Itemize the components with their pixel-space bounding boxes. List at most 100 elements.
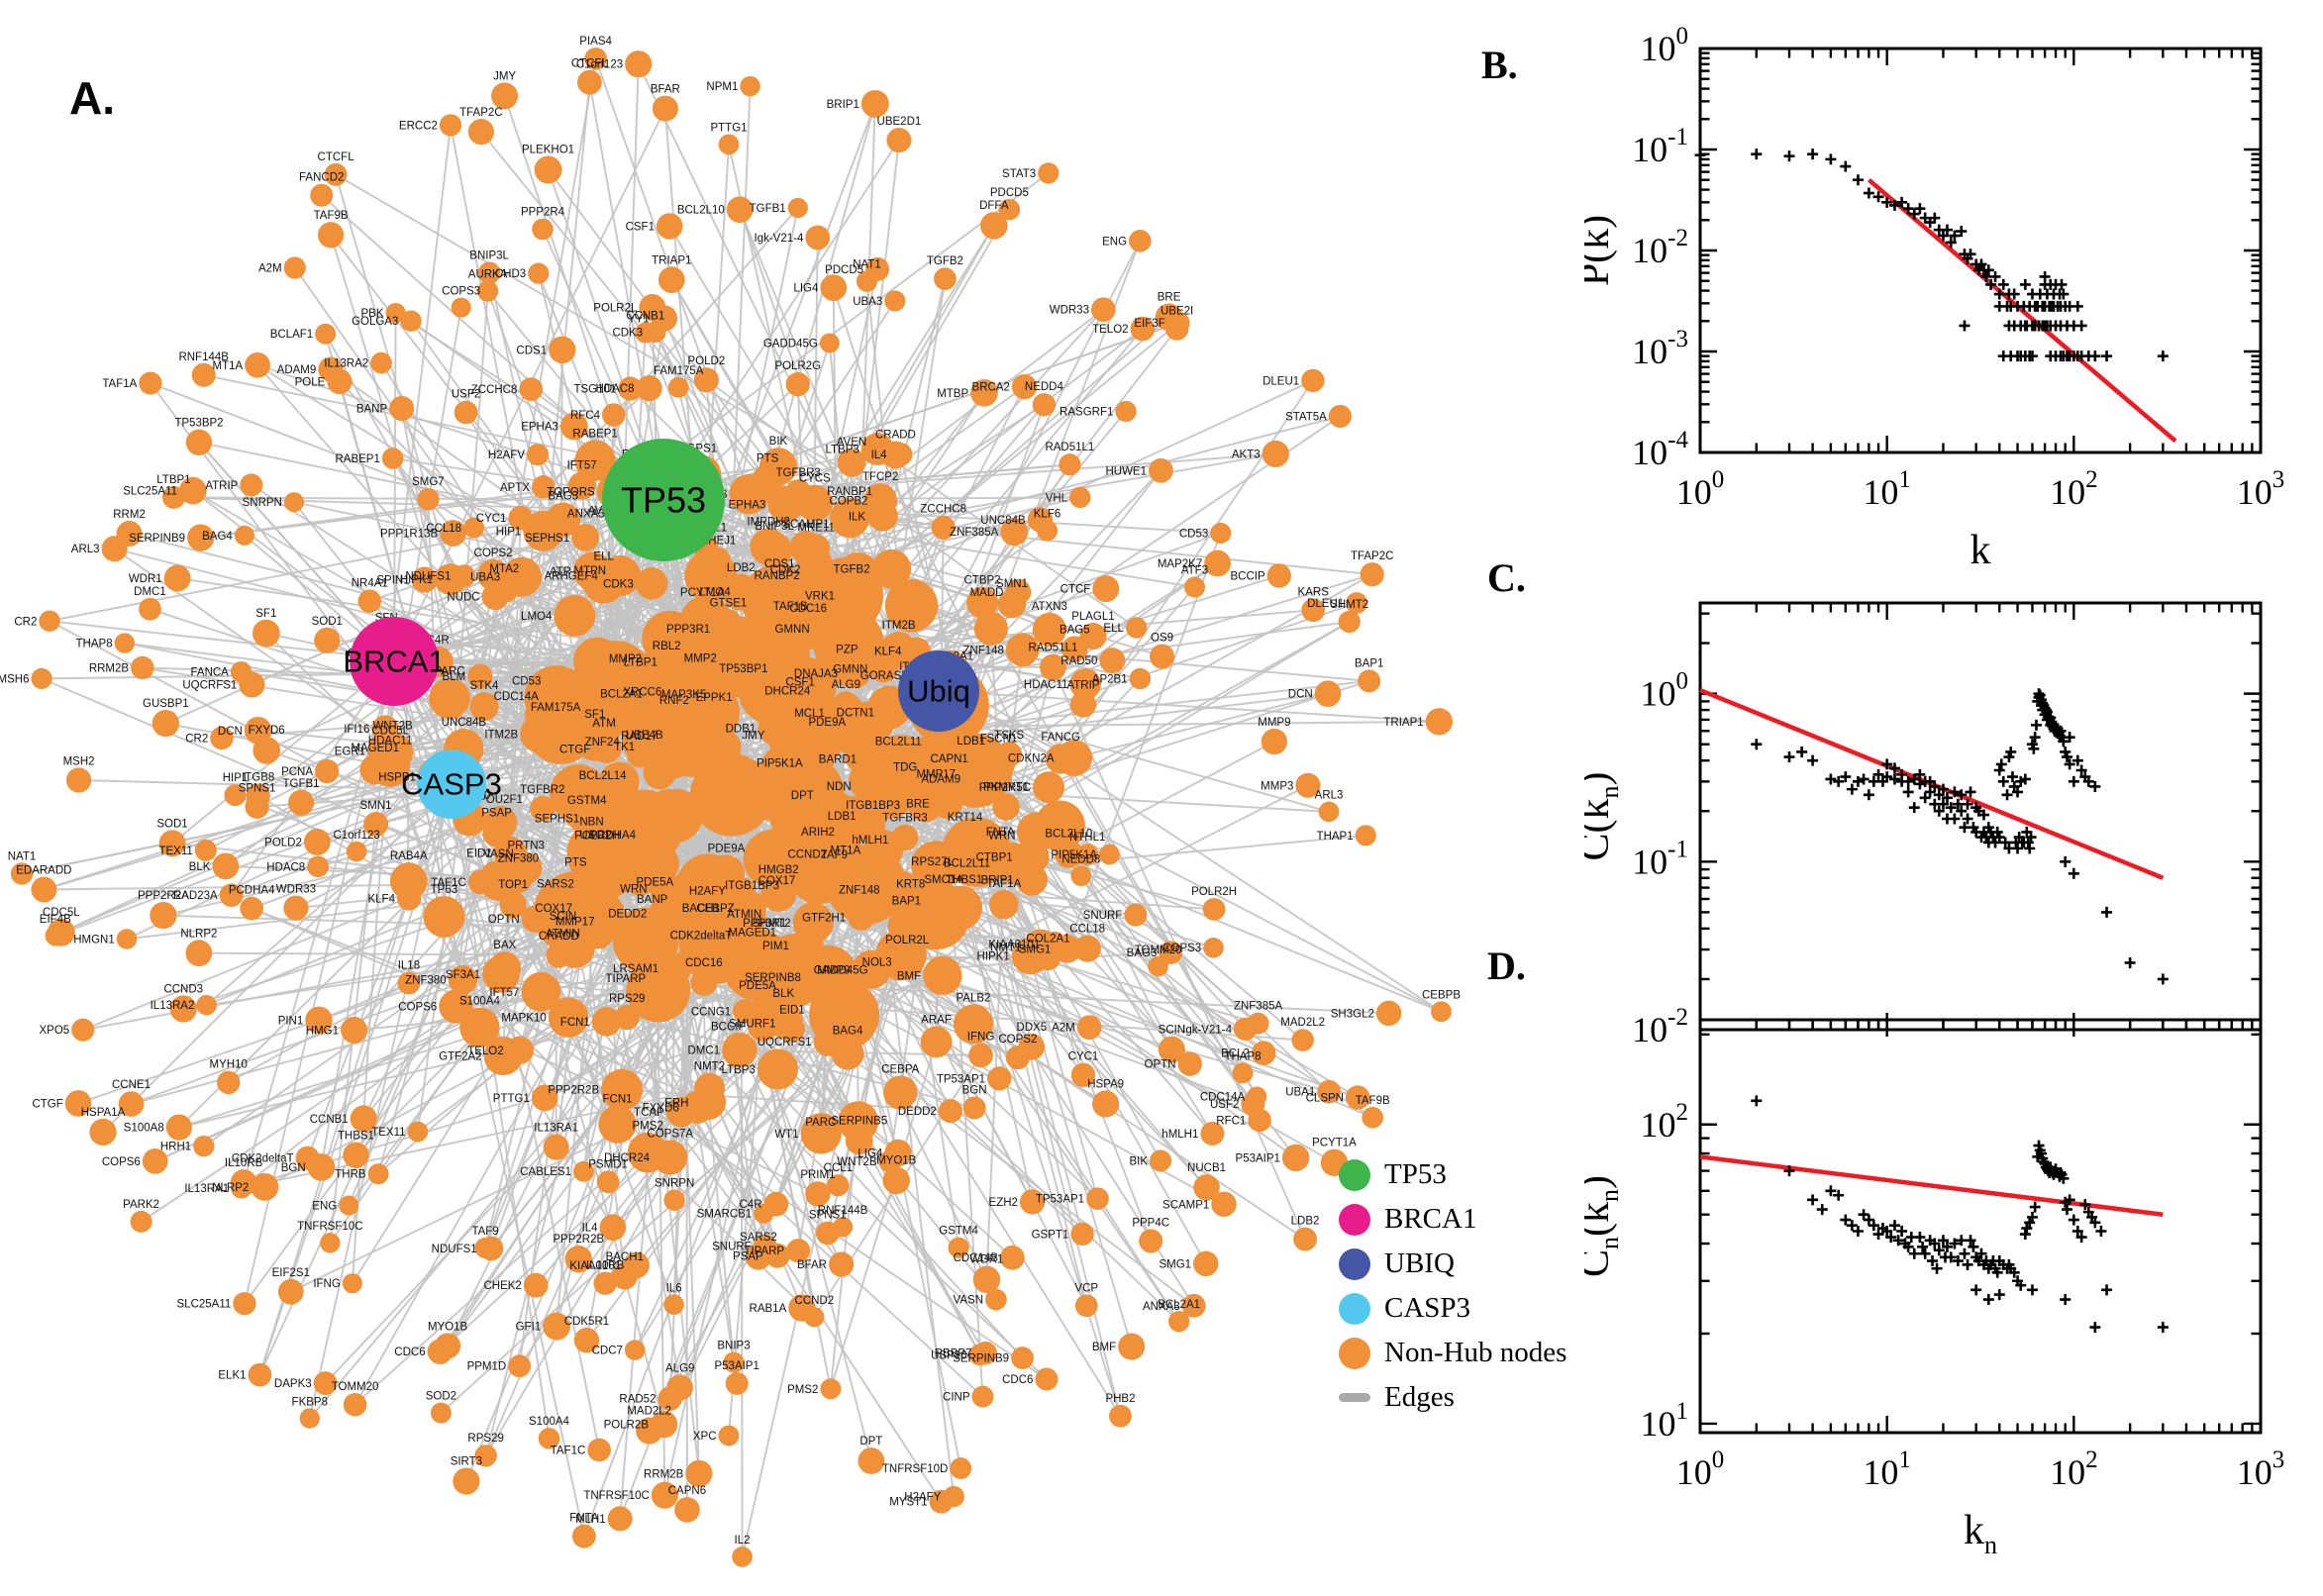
network-node-label: HIPK1: [977, 951, 1010, 963]
edge: [461, 978, 1048, 1380]
network-node-label: RBL2: [653, 641, 681, 652]
network-node-label: CDS1: [764, 558, 795, 570]
network-node-label: RANBP2: [755, 570, 800, 582]
network-node: [397, 971, 421, 995]
network-node-label: SMN1: [996, 578, 1028, 590]
network-node-label: BAX: [493, 940, 516, 951]
network-node-label: GMNN: [775, 624, 810, 636]
network-node-label: SOD1: [312, 616, 343, 628]
edge: [389, 748, 464, 980]
network-node: [573, 1328, 600, 1353]
network-node: [1261, 728, 1287, 755]
network-node-label: SNURF: [712, 1242, 752, 1253]
network-node-label: RNF144B: [818, 1205, 868, 1217]
network-node-label: UNC84B: [980, 515, 1026, 527]
edge: [290, 1087, 710, 1293]
network-node: [342, 1273, 362, 1294]
network-node-label: CYCS: [799, 473, 831, 485]
network-node-label: IL2: [735, 1535, 751, 1546]
network-node-label: PPP2R5C: [979, 782, 1031, 794]
network-node: [962, 1096, 986, 1120]
network-node-label: TP53AP1: [1036, 1194, 1084, 1206]
network-node: [637, 733, 665, 760]
network-node-label: HSPA9: [1087, 1078, 1124, 1090]
network-node-label: PIM1: [762, 941, 789, 952]
network-node-label: EPHA3: [729, 499, 766, 511]
network-node: [1000, 518, 1029, 547]
network-node-label: POLR2G: [774, 360, 821, 372]
hub-node-label: Ubiq: [907, 674, 970, 709]
network-node-label: CDC5L: [43, 907, 80, 919]
scatter-points: [1751, 688, 2169, 985]
network-node-label: SOD1: [156, 818, 187, 830]
network-node: [307, 855, 329, 878]
network-node-label: BRCA2: [972, 382, 1010, 394]
network-node-label: PRIM1: [800, 1169, 835, 1181]
network-node: [591, 1007, 622, 1037]
network-node-label: GUSBP1: [143, 698, 189, 710]
network-node: [663, 1189, 685, 1211]
network-node: [1005, 633, 1040, 667]
network-node: [622, 815, 661, 855]
network-node-label: KRT8: [896, 879, 925, 891]
network-node-label: TEX11: [158, 846, 192, 857]
network-node: [430, 1402, 452, 1424]
network-node-label: CINP: [943, 1392, 970, 1404]
network-node: [682, 631, 712, 660]
network-node-label: ELL: [1103, 623, 1124, 635]
network-node: [158, 830, 186, 857]
edge: [478, 1026, 819, 1195]
network-node: [973, 611, 1008, 646]
network-node: [448, 964, 478, 995]
network-node-label: PALB2: [956, 992, 990, 1004]
network-node-label: PSAP: [481, 808, 512, 820]
network-node: [830, 498, 870, 539]
network-node: [953, 1004, 994, 1045]
network-node: [1193, 1250, 1219, 1277]
network-node-label: NTHL1: [1069, 832, 1105, 844]
network-node-label: CABLES1: [520, 1166, 571, 1178]
network-node: [1345, 1085, 1370, 1110]
network-node: [230, 1169, 257, 1196]
network-node: [314, 627, 341, 653]
edge: [21, 783, 453, 875]
edge: [707, 1102, 736, 1363]
network-node: [697, 915, 734, 950]
legend-item-label: Edges: [1384, 1381, 1455, 1413]
network-node-label: CSF1: [785, 676, 814, 688]
edge: [49, 620, 626, 686]
network-node: [730, 921, 759, 949]
network-node-label: USP10: [931, 1349, 966, 1361]
network-node-label: MAP2K7: [1158, 558, 1202, 570]
network-node-label: HSPA1A: [81, 1107, 126, 1119]
network-node-label: TSKS: [994, 730, 1024, 742]
network-node-label: LIG4: [793, 283, 819, 295]
network-node-label: RRM2B: [89, 662, 130, 674]
network-node: [871, 549, 912, 589]
network-node: [283, 256, 306, 279]
network-node-label: DFFA: [979, 200, 1009, 212]
network-node: [1011, 1347, 1034, 1369]
network-node: [389, 395, 415, 422]
network-node: [972, 1265, 1001, 1294]
edge: [701, 383, 799, 475]
network-node-label: SHMT2: [1330, 599, 1368, 611]
plot-border: [1698, 47, 2263, 454]
network-node-label: A2M: [1052, 1023, 1075, 1035]
network-node: [1148, 955, 1168, 977]
network-node-label: PMS2: [632, 1121, 662, 1133]
network-node: [884, 1139, 912, 1167]
network-node-label: BRIP1: [827, 99, 859, 111]
network-node: [987, 1066, 1012, 1091]
network-node-label: PCNA: [281, 766, 313, 778]
network-node: [802, 534, 831, 562]
network-node: [277, 1278, 304, 1305]
network-node-label: RANBP1: [827, 486, 872, 498]
network-node: [139, 371, 162, 395]
network-node-label: ANXA3: [567, 509, 605, 521]
network-node-label: MAGED1: [729, 928, 777, 940]
network-node: [543, 667, 569, 694]
network-node-label: C4R: [740, 1199, 762, 1211]
network-node: [252, 619, 280, 648]
network-node-label: DCN: [1288, 689, 1313, 701]
